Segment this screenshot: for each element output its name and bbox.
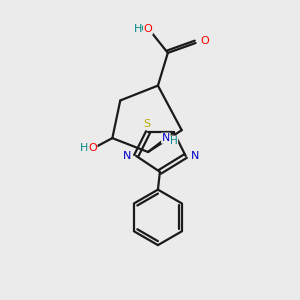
Text: HO: HO	[134, 24, 151, 34]
Text: O: O	[144, 24, 152, 34]
Text: S: S	[143, 119, 151, 129]
Text: N: N	[162, 133, 170, 143]
Text: N: N	[190, 151, 199, 161]
Text: O: O	[200, 36, 209, 46]
Text: O: O	[88, 143, 97, 153]
Text: N: N	[123, 151, 131, 161]
Text: H: H	[80, 143, 88, 153]
Text: H: H	[170, 136, 178, 146]
